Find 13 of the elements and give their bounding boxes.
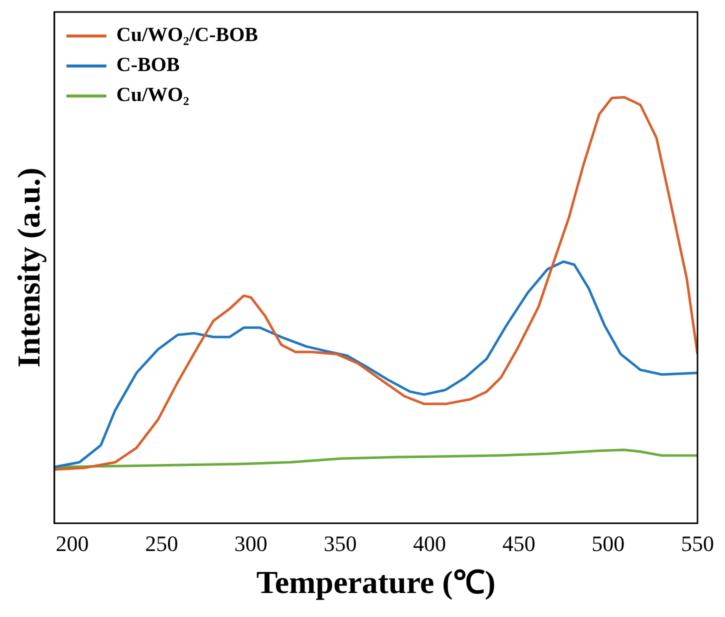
x-tick-label: 400 <box>413 531 446 556</box>
x-tick-label: 450 <box>502 531 536 556</box>
x-tick-label: 550 <box>681 531 714 556</box>
x-tick-label: 500 <box>592 531 625 556</box>
x-tick-label: 200 <box>56 531 89 556</box>
legend-label: Cu/WO₂/C-BOB <box>116 24 258 46</box>
legend-label: C-BOB <box>116 54 180 76</box>
x-tick-label: 250 <box>145 531 178 556</box>
x-tick-label: 350 <box>324 531 357 556</box>
y-axis-title: Intensity (a.u.) <box>10 168 46 368</box>
x-tick-label: 300 <box>234 531 268 556</box>
x-axis-title: Temperature (℃) <box>256 564 496 600</box>
legend-label: Cu/WO₂ <box>116 84 190 106</box>
